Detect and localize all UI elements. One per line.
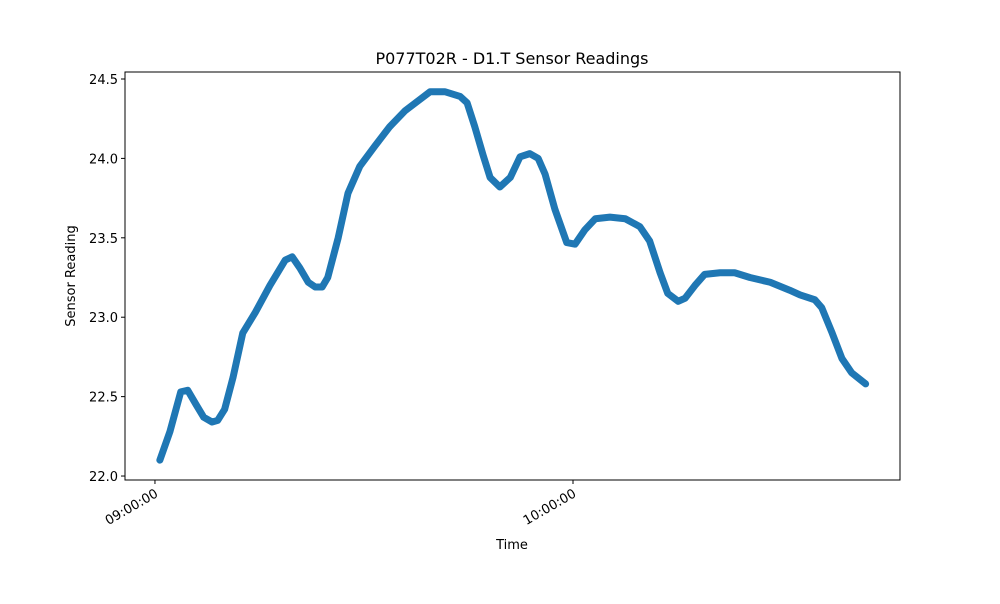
y-tick-label: 22.5 [89,391,118,406]
y-tick-label: 23.0 [89,311,118,326]
y-tick-label: 24.0 [89,152,118,167]
y-axis-label: Sensor Reading [64,225,79,326]
y-tick-label: 23.5 [89,232,118,247]
x-axis-label: Time [495,538,528,553]
y-tick-label: 24.5 [89,73,118,88]
chart-title: P077T02R - D1.T Sensor Readings [375,49,648,68]
y-tick-label: 22.0 [89,470,118,485]
x-tick-label: 10:00:00 [521,486,579,528]
x-tick-label: 09:00:00 [103,486,161,528]
data-line [156,88,870,464]
plot-frame [124,71,901,481]
